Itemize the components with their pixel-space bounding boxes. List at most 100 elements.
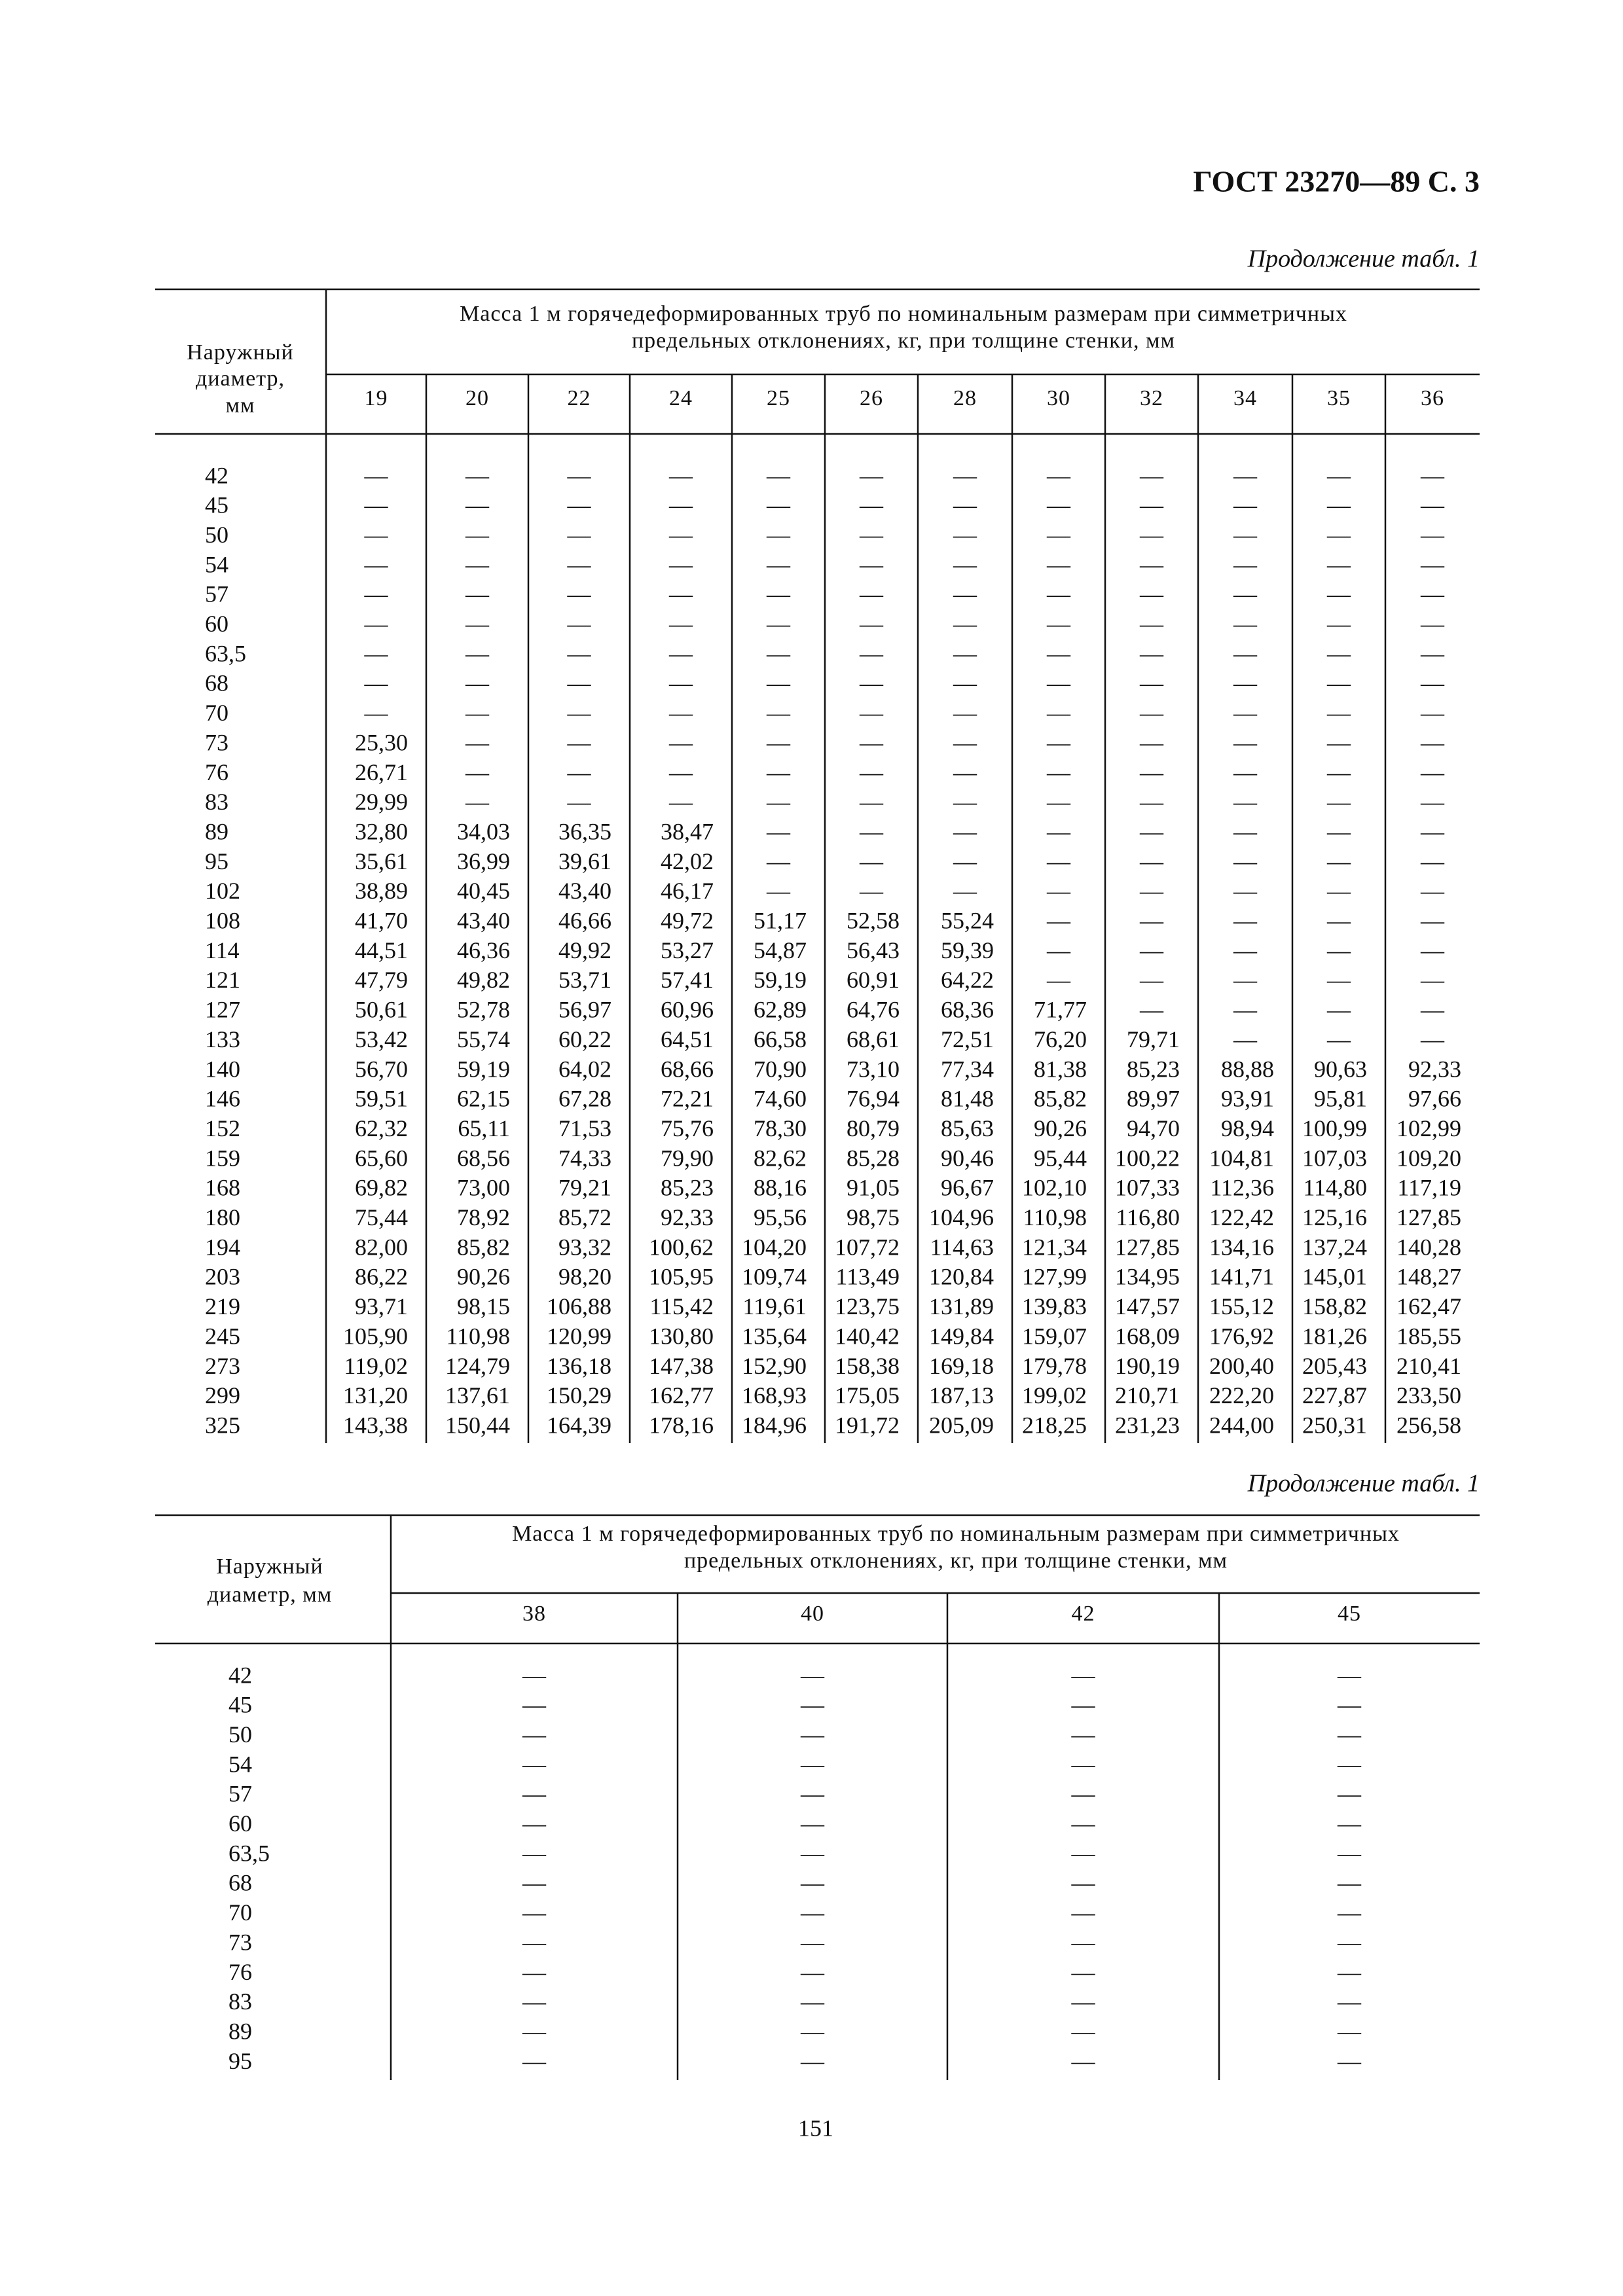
value-cell: 40,45 — [457, 878, 510, 904]
value-cell: 49,82 — [457, 967, 510, 993]
value-cell: — — [953, 670, 977, 696]
value-cell: 79,71 — [1127, 1026, 1180, 1052]
diameter-cell: 152 — [205, 1115, 240, 1141]
value-cell: — — [766, 581, 791, 607]
value-cell: — — [1071, 1870, 1096, 1896]
value-cell: — — [1233, 611, 1258, 637]
value-cell: 44,51 — [355, 937, 408, 963]
value-cell: — — [1233, 462, 1258, 488]
value-cell: 74,33 — [558, 1145, 611, 1171]
value-cell: 57,41 — [661, 967, 714, 993]
row-header: диаметр, — [196, 367, 285, 391]
value-cell: — — [1071, 1721, 1096, 1748]
value-cell: 65,11 — [458, 1115, 510, 1141]
value-cell: — — [1046, 522, 1071, 548]
value-cell: 54,87 — [754, 937, 807, 963]
diameter-cell: 42 — [205, 462, 228, 488]
row-header: диаметр, мм — [208, 1583, 333, 1607]
value-cell: 62,15 — [457, 1086, 510, 1112]
value-cell: 124,79 — [445, 1353, 510, 1379]
value-cell: — — [1046, 551, 1071, 577]
table-caption: Продолжение табл. 1 — [1247, 1470, 1480, 1498]
value-cell: 112,36 — [1210, 1175, 1274, 1201]
value-cell: 42,02 — [661, 848, 714, 874]
value-cell: — — [1046, 759, 1071, 785]
value-cell: — — [1071, 1781, 1096, 1807]
value-cell: — — [800, 1840, 825, 1866]
value-cell: — — [859, 551, 884, 577]
value-cell: 140,42 — [835, 1323, 900, 1349]
value-cell: — — [567, 551, 592, 577]
value-cell: 36,35 — [558, 818, 611, 844]
column-header: 24 — [669, 386, 693, 410]
value-cell: — — [1071, 1959, 1096, 1985]
diameter-cell: 114 — [205, 937, 240, 963]
value-cell: — — [668, 729, 693, 755]
value-cell: 85,23 — [661, 1175, 714, 1201]
value-cell: — — [1233, 818, 1258, 844]
group-header: предельных отклонениях, кг, при толщине … — [632, 329, 1175, 353]
value-cell: — — [800, 1751, 825, 1777]
value-cell: 90,26 — [457, 1264, 510, 1290]
value-cell: 120,99 — [547, 1323, 611, 1349]
value-cell: 233,50 — [1396, 1382, 1461, 1408]
value-cell: — — [364, 492, 389, 518]
value-cell: 91,05 — [847, 1175, 900, 1201]
value-cell: — — [1326, 908, 1351, 934]
value-cell: 131,20 — [343, 1382, 408, 1408]
value-cell: 68,66 — [661, 1056, 714, 1082]
value-cell: — — [1326, 789, 1351, 815]
value-cell: — — [364, 700, 389, 726]
value-cell: 90,26 — [1034, 1115, 1087, 1141]
value-cell: 149,84 — [929, 1323, 994, 1349]
value-cell: — — [1233, 937, 1258, 963]
value-cell: — — [1139, 729, 1164, 755]
value-cell: — — [859, 492, 884, 518]
value-cell: — — [1233, 789, 1258, 815]
value-cell: 34,03 — [457, 818, 510, 844]
value-cell: 93,71 — [355, 1293, 408, 1319]
value-cell: — — [1233, 878, 1258, 904]
value-cell: — — [668, 581, 693, 607]
value-cell: — — [1071, 1929, 1096, 1955]
value-cell: — — [1420, 967, 1445, 993]
value-cell: — — [668, 789, 693, 815]
value-cell: 43,40 — [558, 878, 611, 904]
diameter-cell: 60 — [228, 1810, 252, 1837]
value-cell: 244,00 — [1209, 1412, 1274, 1438]
value-cell: — — [800, 1929, 825, 1955]
value-cell: — — [668, 611, 693, 637]
value-cell: — — [567, 670, 592, 696]
column-header: 35 — [1327, 386, 1351, 410]
value-cell: — — [522, 1721, 547, 1748]
value-cell: 116,80 — [1116, 1204, 1180, 1230]
value-cell: — — [859, 848, 884, 874]
diameter-cell: 68 — [228, 1870, 252, 1896]
diameter-cell: 73 — [205, 729, 228, 755]
value-cell: 104,96 — [929, 1204, 994, 1230]
value-cell: 176,92 — [1209, 1323, 1274, 1349]
value-cell: — — [1046, 967, 1071, 993]
value-cell: — — [766, 670, 791, 696]
value-cell: — — [1420, 581, 1445, 607]
value-cell: 60,22 — [558, 1026, 611, 1052]
value-cell: 75,76 — [661, 1115, 714, 1141]
value-cell: 231,23 — [1115, 1412, 1180, 1438]
value-cell: 100,62 — [649, 1234, 714, 1260]
value-cell: — — [1071, 1692, 1096, 1718]
value-cell: — — [1046, 878, 1071, 904]
value-cell: — — [1139, 611, 1164, 637]
value-cell: 43,40 — [457, 908, 510, 934]
value-cell: 104,81 — [1209, 1145, 1274, 1171]
value-cell: 70,90 — [754, 1056, 807, 1082]
value-cell: 55,24 — [941, 908, 994, 934]
diameter-cell: 76 — [228, 1959, 252, 1985]
value-cell: 68,56 — [457, 1145, 510, 1171]
value-cell: — — [1337, 1988, 1362, 2015]
value-cell: — — [1139, 462, 1164, 488]
value-cell: — — [1046, 729, 1071, 755]
value-cell: 85,82 — [457, 1234, 510, 1260]
value-cell: 64,51 — [661, 1026, 714, 1052]
value-cell: 117,19 — [1397, 1175, 1461, 1201]
